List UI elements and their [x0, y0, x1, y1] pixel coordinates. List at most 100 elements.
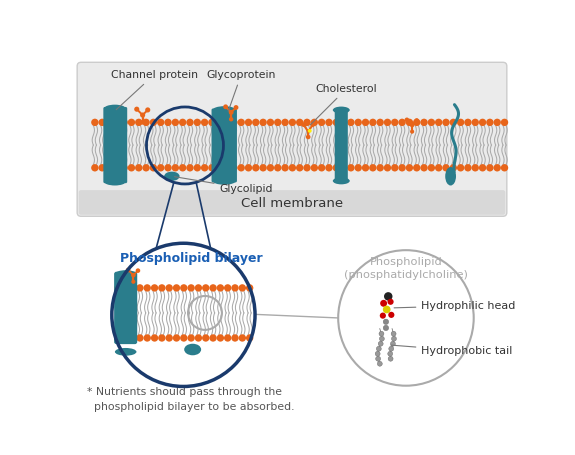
Ellipse shape — [115, 270, 136, 278]
Circle shape — [237, 164, 245, 172]
Circle shape — [208, 119, 216, 126]
Circle shape — [135, 164, 143, 172]
Text: Phospholipid bilayer: Phospholipid bilayer — [120, 252, 262, 265]
Circle shape — [375, 356, 381, 361]
Circle shape — [98, 119, 106, 126]
Ellipse shape — [213, 177, 236, 185]
Circle shape — [332, 164, 340, 172]
Circle shape — [325, 119, 333, 126]
Circle shape — [201, 164, 208, 172]
Circle shape — [369, 119, 377, 126]
Circle shape — [442, 164, 450, 172]
Circle shape — [267, 119, 274, 126]
Circle shape — [377, 346, 381, 351]
Circle shape — [383, 319, 389, 324]
Circle shape — [406, 164, 413, 172]
Circle shape — [113, 119, 121, 126]
Circle shape — [106, 164, 113, 172]
Circle shape — [230, 119, 237, 126]
Circle shape — [318, 119, 325, 126]
Circle shape — [216, 119, 223, 126]
Circle shape — [362, 119, 369, 126]
Circle shape — [289, 119, 296, 126]
Text: Hydrophobic tail: Hydrophobic tail — [391, 345, 513, 356]
Circle shape — [384, 292, 393, 301]
Circle shape — [172, 164, 179, 172]
Circle shape — [464, 119, 472, 126]
Ellipse shape — [164, 172, 179, 181]
Circle shape — [209, 284, 217, 292]
Circle shape — [136, 334, 144, 342]
Circle shape — [486, 164, 493, 172]
Circle shape — [310, 119, 318, 126]
Circle shape — [158, 284, 166, 292]
Circle shape — [144, 334, 151, 342]
Circle shape — [202, 334, 209, 342]
Circle shape — [143, 119, 150, 126]
Circle shape — [91, 119, 98, 126]
Circle shape — [501, 164, 508, 172]
Circle shape — [296, 164, 304, 172]
Circle shape — [179, 119, 186, 126]
Circle shape — [435, 164, 442, 172]
Circle shape — [91, 164, 98, 172]
Circle shape — [375, 351, 380, 356]
Circle shape — [106, 119, 113, 126]
Text: Cholesterol: Cholesterol — [310, 84, 377, 125]
Circle shape — [151, 284, 158, 292]
Circle shape — [415, 118, 419, 123]
FancyBboxPatch shape — [77, 62, 507, 216]
Circle shape — [301, 122, 306, 127]
Circle shape — [128, 164, 135, 172]
Circle shape — [310, 164, 318, 172]
Circle shape — [166, 334, 173, 342]
Circle shape — [428, 164, 435, 172]
Circle shape — [129, 284, 136, 292]
Circle shape — [383, 306, 390, 313]
Circle shape — [338, 250, 474, 386]
Circle shape — [239, 334, 246, 342]
Circle shape — [223, 119, 230, 126]
Circle shape — [389, 346, 394, 351]
Circle shape — [464, 164, 472, 172]
Circle shape — [224, 334, 231, 342]
Circle shape — [151, 334, 158, 342]
Circle shape — [216, 164, 223, 172]
Circle shape — [114, 334, 122, 342]
Circle shape — [194, 164, 201, 172]
Circle shape — [388, 312, 394, 318]
Circle shape — [413, 119, 420, 126]
Circle shape — [450, 164, 457, 172]
Ellipse shape — [445, 167, 456, 186]
Circle shape — [362, 164, 369, 172]
Circle shape — [384, 119, 391, 126]
Circle shape — [246, 334, 254, 342]
Circle shape — [180, 284, 187, 292]
Circle shape — [186, 164, 194, 172]
Circle shape — [201, 119, 208, 126]
Circle shape — [355, 164, 362, 172]
Text: Hydrophilic head: Hydrophilic head — [394, 301, 516, 311]
Circle shape — [120, 119, 128, 126]
Circle shape — [135, 119, 143, 126]
FancyBboxPatch shape — [335, 108, 348, 182]
Circle shape — [229, 110, 233, 115]
Circle shape — [259, 119, 267, 126]
Circle shape — [131, 273, 136, 278]
Circle shape — [318, 164, 325, 172]
Circle shape — [390, 341, 396, 346]
Circle shape — [150, 119, 157, 126]
Circle shape — [150, 164, 157, 172]
Circle shape — [179, 164, 186, 172]
Circle shape — [406, 119, 413, 126]
Circle shape — [306, 135, 311, 139]
Circle shape — [457, 119, 465, 126]
Circle shape — [410, 130, 414, 134]
Circle shape — [388, 351, 393, 356]
Circle shape — [479, 119, 486, 126]
Circle shape — [140, 112, 145, 117]
Circle shape — [129, 334, 136, 342]
Circle shape — [173, 284, 180, 292]
Circle shape — [378, 341, 383, 346]
Circle shape — [493, 164, 501, 172]
